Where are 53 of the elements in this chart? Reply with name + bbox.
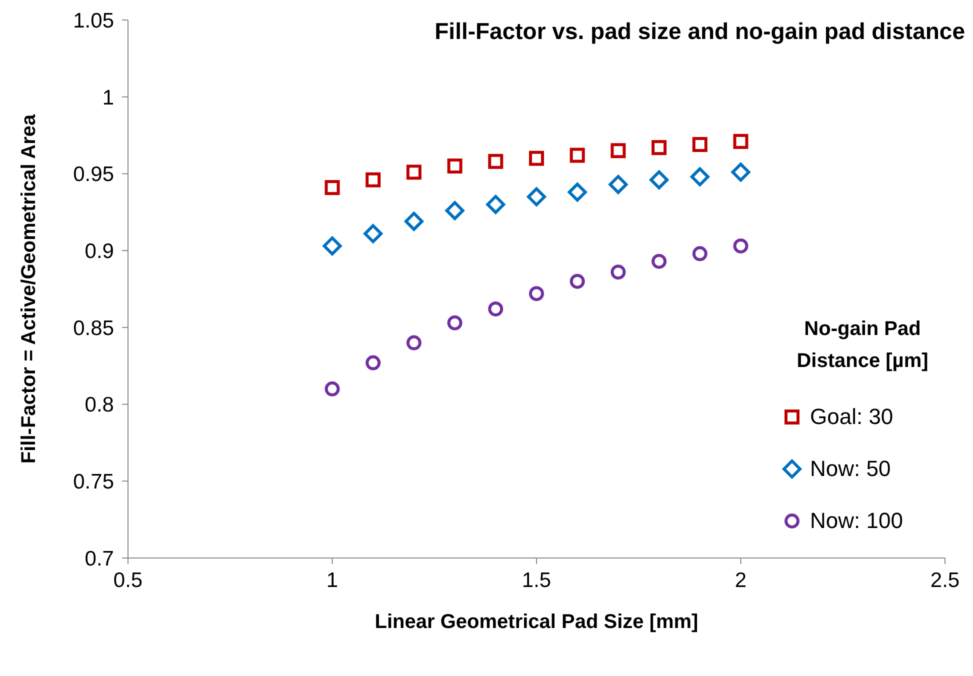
point: [527, 187, 546, 206]
point: [570, 274, 585, 289]
x-tick-label: 2.5: [930, 568, 960, 592]
point: [486, 194, 506, 214]
point: [445, 201, 464, 220]
point: [570, 148, 585, 163]
point: [692, 137, 708, 152]
x-axis-title: Linear Geometrical Pad Size [mm]: [374, 611, 698, 633]
x-tick-label: 1.5: [522, 568, 552, 592]
legend-title: No-gain Pad Distance [µm]: [796, 317, 930, 374]
y-tick-label: 0.9: [84, 240, 114, 264]
point: [692, 246, 708, 262]
y-tick-label: 0.95: [73, 163, 114, 186]
point: [652, 254, 667, 269]
point: [324, 180, 340, 196]
point: [733, 238, 748, 254]
point: [610, 143, 626, 158]
y-tick-label: 1.05: [73, 9, 114, 32]
point: [529, 150, 544, 166]
point: [731, 162, 750, 182]
y-tick-label: 0.8: [84, 394, 114, 417]
point: [529, 286, 544, 302]
point: [366, 172, 381, 188]
legend-label: Now: 100: [810, 508, 903, 534]
point: [364, 224, 383, 244]
point: [608, 174, 628, 194]
y-axis-title: Fill-Factor = Active/Geometrical Area: [18, 114, 40, 464]
chart-title: Fill-Factor vs. pad size and no-gain pad distance: [434, 18, 965, 45]
point: [447, 158, 462, 174]
y-tick-label: 0.7: [84, 547, 114, 570]
y-tick-label: 0.75: [73, 470, 114, 494]
point: [650, 170, 669, 190]
y-tick-label: 1: [102, 86, 114, 110]
x-tick-label: 0.5: [113, 568, 143, 592]
point: [406, 335, 422, 350]
point: [404, 212, 424, 231]
point: [447, 315, 462, 330]
point: [406, 164, 422, 180]
point: [488, 154, 504, 169]
x-tick-label: 2: [734, 568, 747, 592]
point: [488, 301, 504, 316]
point: [690, 167, 710, 186]
y-tick-label: 0.85: [73, 316, 114, 340]
point: [652, 140, 667, 156]
point: [610, 264, 626, 280]
legend-label: Now: 50: [810, 456, 891, 482]
point: [733, 134, 748, 149]
point: [324, 381, 340, 396]
point: [366, 355, 381, 370]
x-tick-label: 1: [326, 568, 338, 592]
point: [322, 236, 342, 256]
point: [568, 182, 587, 202]
legend-label: Goal: 30: [810, 404, 894, 430]
